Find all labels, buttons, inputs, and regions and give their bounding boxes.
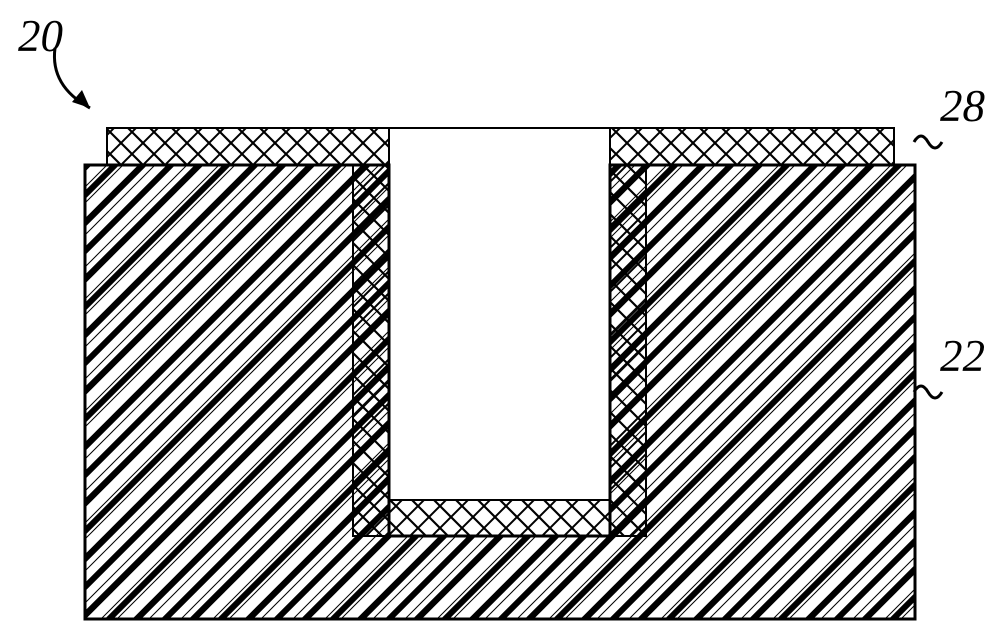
coating-label: 28 (940, 80, 985, 132)
cross-section-figure (0, 0, 1000, 641)
substrate-leader-tilde (914, 386, 942, 398)
substrate-label: 22 (940, 330, 985, 382)
coating-leader-tilde (914, 136, 942, 148)
substrate-region (85, 165, 915, 619)
assembly-label: 20 (18, 10, 63, 62)
